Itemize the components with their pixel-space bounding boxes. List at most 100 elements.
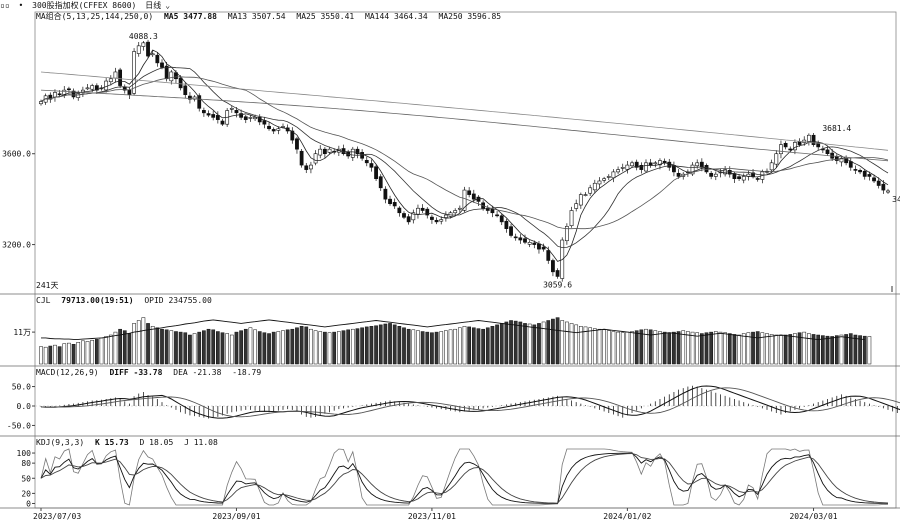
j-value: J 11.08 bbox=[184, 438, 218, 447]
candle-body bbox=[639, 165, 644, 170]
volume-bar bbox=[797, 332, 802, 365]
ma250-value: MA250 3596.85 bbox=[438, 12, 502, 21]
volume-bar bbox=[57, 346, 62, 365]
candle-body bbox=[369, 163, 374, 168]
macd-title: MACD(12,26,9) bbox=[36, 368, 99, 377]
volume-bar bbox=[844, 334, 848, 365]
candle-body bbox=[430, 216, 434, 220]
volume-bar bbox=[462, 326, 467, 365]
volume-bar bbox=[551, 318, 555, 365]
volume-bar bbox=[327, 332, 332, 365]
candle-body bbox=[690, 164, 695, 175]
volume-bar bbox=[672, 331, 676, 365]
volume-bar bbox=[578, 326, 583, 365]
candle-body bbox=[620, 167, 625, 169]
volume-bar bbox=[527, 323, 532, 365]
volume-bar bbox=[471, 327, 476, 365]
candle-body bbox=[853, 169, 858, 171]
volume-bar bbox=[616, 331, 620, 365]
price-annotation: 3436.4 bbox=[892, 195, 900, 204]
candle-body bbox=[774, 153, 779, 165]
volume-bar bbox=[211, 329, 216, 365]
candle-body bbox=[150, 53, 155, 56]
volume-bar bbox=[392, 324, 397, 365]
volume-bar bbox=[136, 320, 141, 365]
candle-body bbox=[569, 210, 574, 227]
candle-body bbox=[327, 148, 332, 153]
volume-bar bbox=[574, 324, 579, 365]
y-tick-label: 3600.0 bbox=[2, 150, 31, 159]
candle-body bbox=[518, 237, 523, 241]
candle-body bbox=[220, 120, 225, 125]
volume-bar bbox=[225, 333, 230, 365]
candle-body bbox=[53, 92, 57, 98]
volume-bar bbox=[364, 326, 369, 365]
candle-body bbox=[709, 172, 714, 177]
volume-bar bbox=[467, 326, 472, 365]
volume-bar bbox=[755, 331, 760, 365]
volume-bar bbox=[313, 330, 318, 365]
volume-bar bbox=[206, 328, 211, 365]
volume-bar bbox=[295, 327, 299, 365]
volume-bar bbox=[639, 329, 644, 365]
volume-bar bbox=[378, 324, 383, 365]
volume-bar bbox=[546, 320, 551, 365]
volume-bar bbox=[648, 329, 653, 365]
candle-body bbox=[625, 164, 630, 170]
j-line bbox=[40, 448, 889, 506]
volume-bar bbox=[262, 332, 267, 365]
volume-bar bbox=[634, 330, 639, 365]
grid-icon[interactable]: ▫▫ bbox=[0, 1, 10, 10]
candle-body bbox=[108, 78, 113, 83]
candle-body bbox=[783, 142, 788, 148]
candle-body bbox=[555, 270, 560, 277]
volume-bar bbox=[402, 327, 406, 365]
candle-body bbox=[155, 54, 160, 64]
candle-body bbox=[858, 170, 862, 173]
ma25-value: MA25 3550.41 bbox=[296, 12, 355, 21]
volume-bar bbox=[597, 328, 602, 365]
candle-body bbox=[793, 142, 797, 151]
candle-body bbox=[322, 148, 327, 155]
volume-bar bbox=[406, 328, 411, 365]
x-tick-label: 2023/11/01 bbox=[408, 512, 456, 521]
y-tick-label: 20 bbox=[21, 489, 31, 498]
volume-bar bbox=[383, 323, 388, 365]
period-selector[interactable]: 日线 ⌄ bbox=[145, 1, 174, 10]
candle-body bbox=[271, 129, 276, 132]
volume-bar bbox=[122, 330, 127, 365]
candle-body bbox=[523, 238, 527, 243]
volume-bar bbox=[569, 323, 574, 365]
ma-legend: MA组合(5,13,25,144,250,0) MA5 3477.88 MA13… bbox=[36, 12, 507, 22]
volume-bar bbox=[774, 334, 779, 365]
candle-body bbox=[723, 169, 728, 175]
volume-bar bbox=[388, 323, 392, 365]
volume-bar bbox=[369, 326, 374, 365]
candle-body bbox=[192, 96, 197, 100]
volume-bar bbox=[476, 328, 481, 365]
candle-body bbox=[699, 161, 704, 168]
candle-body bbox=[630, 162, 634, 167]
candle-body bbox=[695, 162, 700, 167]
volume-bar bbox=[132, 323, 136, 365]
candle-body bbox=[169, 71, 174, 82]
candle-body bbox=[876, 180, 881, 186]
dot-icon: • bbox=[18, 1, 24, 10]
candle-body bbox=[457, 207, 462, 210]
volume-bar bbox=[374, 325, 378, 365]
volume-bar bbox=[309, 328, 313, 365]
volume-bar bbox=[257, 331, 262, 365]
candle-body bbox=[658, 160, 662, 166]
candle-body bbox=[616, 169, 620, 173]
volume-bar bbox=[704, 332, 709, 365]
volume-bar bbox=[695, 332, 700, 365]
volume-bar bbox=[625, 331, 630, 365]
y-tick-label: 50 bbox=[21, 474, 31, 483]
candle-body bbox=[462, 189, 467, 211]
volume-bar bbox=[169, 330, 174, 365]
candle-body bbox=[872, 177, 876, 182]
candle-body bbox=[197, 95, 202, 109]
candle-body bbox=[881, 183, 886, 191]
volume-bar bbox=[290, 328, 295, 365]
